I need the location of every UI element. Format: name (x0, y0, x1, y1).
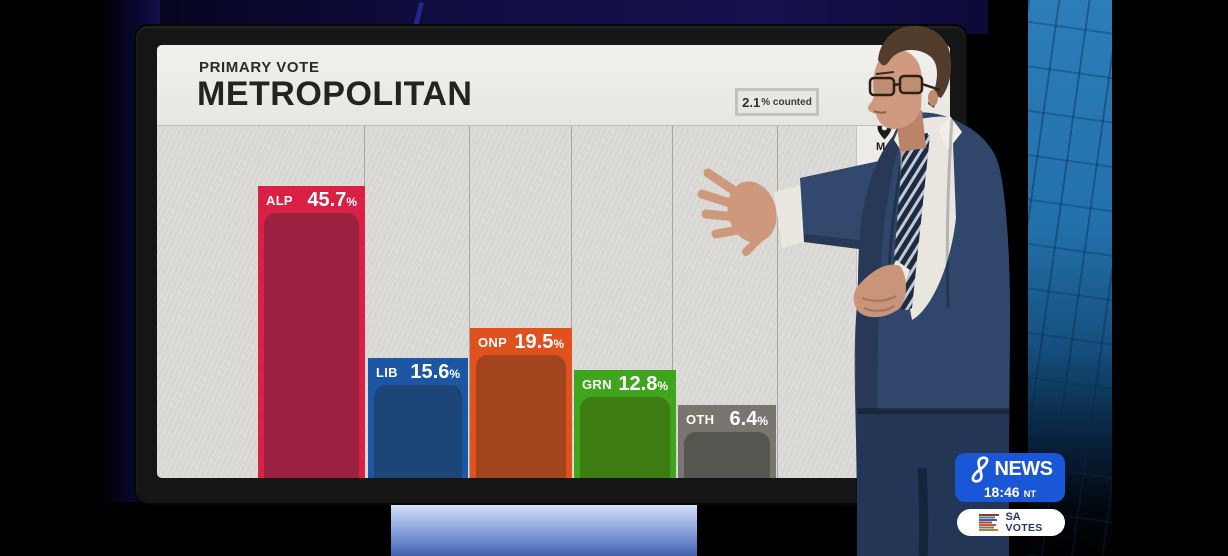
bar-alp: ALP 45.7% (258, 186, 365, 478)
sa-votes-flag-icon (979, 514, 1000, 531)
abc-news-badge: NEWS 18:46 NT (955, 453, 1065, 502)
broadcast-timezone: NT (1023, 488, 1037, 500)
sa-votes-line1: SA (1005, 510, 1021, 523)
bar-value: 15.6% (410, 360, 460, 383)
sa-votes-badge: SA VOTES (957, 509, 1065, 536)
bar-value: 6.4% (729, 407, 768, 430)
tv-screen: ALP 45.7% LIB 15.6% ONP 19.5% (157, 45, 950, 478)
bar-value: 12.8% (618, 372, 668, 395)
studio-desk-panel (391, 503, 697, 556)
counted-badge: 2.1 % counted (735, 88, 819, 116)
bar-label: ONP (478, 334, 508, 350)
abc-news-wordmark: NEWS (994, 457, 1054, 480)
presenter-glasses (868, 74, 941, 97)
bar-grn-fill (580, 397, 670, 478)
counted-suffix: % counted (761, 96, 812, 108)
presenter-hair (878, 25, 952, 98)
bar-label: GRN (582, 376, 612, 392)
abc-logo-icon (971, 455, 988, 483)
chart-kicker: PRIMARY VOTE (199, 59, 320, 76)
bar-oth: OTH 6.4% (678, 405, 776, 478)
bar-label: LIB (376, 364, 398, 380)
presenter-resting-hand (853, 260, 910, 318)
bar-value: 45.7% (307, 188, 357, 211)
gridline (469, 126, 470, 478)
bar-alp-fill (264, 213, 359, 478)
bar-onp: ONP 19.5% (470, 328, 572, 478)
bar-oth-fill (684, 432, 770, 478)
sa-votes-line2: VOTES (1005, 521, 1043, 534)
bar-lib: LIB 15.6% (368, 358, 468, 478)
bar-lib-fill (374, 385, 462, 478)
broadcast-time: 18:46 (983, 483, 1020, 500)
presenter-head (867, 25, 952, 152)
chart-title: METROPOLITAN (197, 75, 473, 113)
counted-value: 2.1 (742, 94, 761, 110)
chart-area: ALP 45.7% LIB 15.6% ONP 19.5% (157, 126, 856, 478)
bar-value: 19.5% (514, 330, 564, 353)
gridline (672, 126, 673, 478)
bar-label: ALP (266, 192, 293, 208)
gridline (571, 126, 572, 478)
bar-grn: GRN 12.8% (574, 370, 676, 478)
screen-header: PRIMARY VOTE METROPOLITAN 2.1 % counted (157, 45, 950, 126)
bar-label: OTH (686, 411, 715, 427)
bar-onp-fill (476, 355, 566, 478)
presenter-figure (697, 25, 1011, 556)
gridline (777, 126, 778, 478)
